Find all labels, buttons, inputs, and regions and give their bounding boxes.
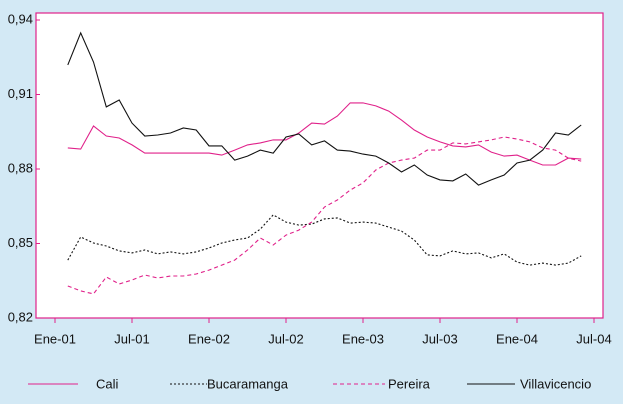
x-tick-label: Ene-03 [342,331,384,346]
legend-label: Pereira [388,376,431,391]
x-tick-label: Ene-04 [496,331,538,346]
y-tick-label: 0,91 [8,86,33,101]
series-line [67,136,582,295]
y-tick-label: 0,88 [8,160,33,175]
x-tick-label: Jul-04 [576,331,611,346]
x-tick-label: Ene-02 [188,331,230,346]
plot-area [35,12,604,319]
x-tick-label: Jul-03 [422,331,457,346]
y-tick-label: 0,85 [8,235,33,250]
x-tick-label: Jul-02 [268,331,303,346]
x-tick-label: Ene-01 [34,331,76,346]
x-tick-label: Jul-01 [114,331,149,346]
y-tick-label: 0,82 [8,309,33,324]
legend-label: Bucaramanga [207,376,289,391]
legend-label: Cali [96,376,119,391]
y-tick-label: 0,94 [8,11,33,26]
legend-label: Villavicencio [520,376,591,391]
series-line [67,31,582,186]
series-line [67,214,582,266]
series-line [67,102,582,166]
